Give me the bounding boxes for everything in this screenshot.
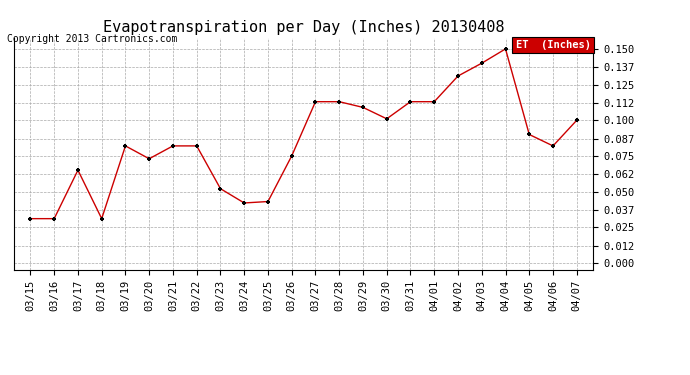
Point [381, 116, 392, 122]
Point [215, 186, 226, 192]
Point [453, 73, 464, 79]
Point [286, 153, 297, 159]
Text: Copyright 2013 Cartronics.com: Copyright 2013 Cartronics.com [7, 34, 177, 44]
Point [25, 216, 36, 222]
Title: Evapotranspiration per Day (Inches) 20130408: Evapotranspiration per Day (Inches) 2013… [103, 20, 504, 35]
Point [428, 99, 440, 105]
Point [334, 99, 345, 105]
Point [262, 198, 273, 204]
Point [120, 143, 131, 149]
Point [239, 200, 250, 206]
Point [310, 99, 321, 105]
Point [405, 99, 416, 105]
Point [168, 143, 179, 149]
Point [96, 216, 107, 222]
Point [49, 216, 60, 222]
Point [524, 132, 535, 138]
Point [144, 156, 155, 162]
Text: ET  (Inches): ET (Inches) [515, 40, 591, 50]
Point [476, 60, 487, 66]
Point [500, 46, 511, 52]
Point [571, 117, 582, 123]
Point [357, 104, 368, 110]
Point [547, 143, 558, 149]
Point [191, 143, 202, 149]
Point [72, 167, 83, 173]
